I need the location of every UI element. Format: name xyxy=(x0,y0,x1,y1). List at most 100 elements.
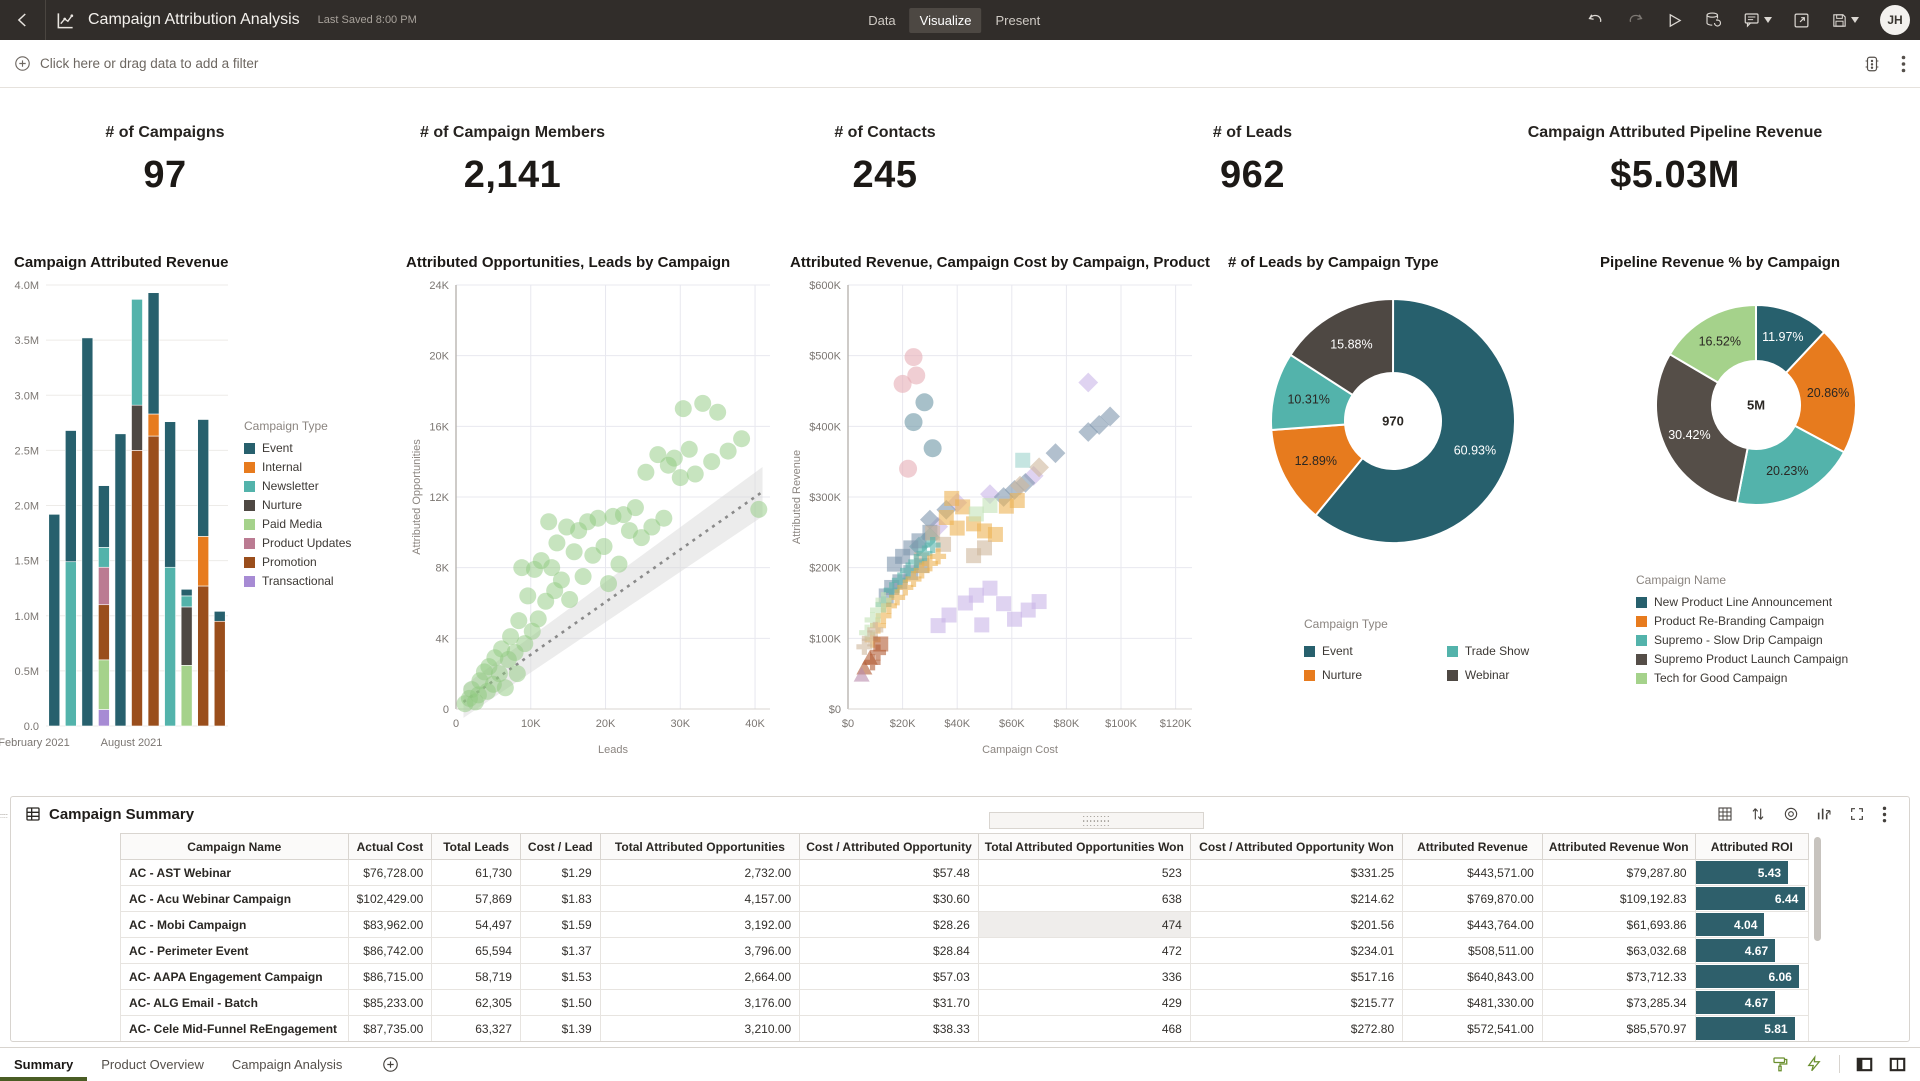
table-cell[interactable]: $83,962.00 xyxy=(348,912,432,938)
table-cell[interactable]: 65,594 xyxy=(432,938,521,964)
spark-icon[interactable] xyxy=(1805,1055,1823,1073)
table-cell[interactable]: $85,233.00 xyxy=(348,990,432,1016)
column-header[interactable]: Actual Cost xyxy=(348,834,432,860)
table-cell[interactable]: $443,764.00 xyxy=(1403,912,1543,938)
table-cell[interactable]: $1.29 xyxy=(520,860,600,886)
filter-bar[interactable]: Click here or drag data to add a filter xyxy=(0,40,1920,88)
panel-split-icon[interactable] xyxy=(1889,1057,1906,1072)
table-cell[interactable]: 429 xyxy=(978,990,1190,1016)
table-cell[interactable]: 523 xyxy=(978,860,1190,886)
grid-icon[interactable] xyxy=(1717,806,1733,822)
table-cell[interactable]: 468 xyxy=(978,1016,1190,1042)
table-cell[interactable]: 6.06 xyxy=(1695,964,1808,990)
table-cell[interactable]: $1.39 xyxy=(520,1016,600,1042)
panel-left-icon[interactable] xyxy=(1856,1057,1873,1072)
legend-item[interactable]: Supremo - Slow Drip Campaign xyxy=(1636,633,1920,647)
table-cell[interactable]: 54,497 xyxy=(432,912,521,938)
table-cell[interactable]: $30.60 xyxy=(800,886,979,912)
table-cell[interactable]: $272.80 xyxy=(1190,1016,1402,1042)
table-cell[interactable]: $57.48 xyxy=(800,860,979,886)
table-cell[interactable]: $87,735.00 xyxy=(348,1016,432,1042)
table-cell[interactable]: 5.81 xyxy=(1695,1016,1808,1042)
legend-item[interactable]: Event xyxy=(1304,644,1425,658)
comment-icon[interactable] xyxy=(1743,11,1772,29)
table-cell[interactable]: $572,541.00 xyxy=(1403,1016,1543,1042)
pipeline-donut-chart[interactable]: 11.97%20.86%20.23%30.42%16.52%5M xyxy=(1596,285,1916,547)
table-cell[interactable]: 63,327 xyxy=(432,1016,521,1042)
open-in-new-icon[interactable] xyxy=(1793,12,1810,29)
table-cell[interactable]: 57,869 xyxy=(432,886,521,912)
column-drag-handle[interactable]: :::::::::::::::: xyxy=(989,812,1204,829)
table-cell[interactable]: 3,192.00 xyxy=(600,912,800,938)
table-cell[interactable]: $215.77 xyxy=(1190,990,1402,1016)
legend-item[interactable]: Supremo Product Launch Campaign xyxy=(1636,652,1920,666)
table-cell[interactable]: $234.01 xyxy=(1190,938,1402,964)
column-header[interactable]: Attributed Revenue Won xyxy=(1542,834,1695,860)
table-row[interactable]: AC- Cele Mid-Funnel ReEngagement$87,735.… xyxy=(121,1016,1809,1042)
table-cell[interactable]: AC - AST Webinar xyxy=(121,860,349,886)
table-cell[interactable]: 2,732.00 xyxy=(600,860,800,886)
table-cell[interactable]: $443,571.00 xyxy=(1403,860,1543,886)
table-cell[interactable]: 3,210.00 xyxy=(600,1016,800,1042)
legend-item[interactable]: Promotion xyxy=(244,555,351,569)
table-cell[interactable]: 5.43 xyxy=(1695,860,1808,886)
table-cell[interactable]: $61,693.86 xyxy=(1542,912,1695,938)
filter-options-icon[interactable] xyxy=(1863,55,1881,73)
table-cell[interactable]: $214.62 xyxy=(1190,886,1402,912)
table-cell[interactable]: $517.16 xyxy=(1190,964,1402,990)
table-cell[interactable]: $1.50 xyxy=(520,990,600,1016)
table-cell[interactable]: $76,728.00 xyxy=(348,860,432,886)
table-cell[interactable]: $85,570.97 xyxy=(1542,1016,1695,1042)
data-refresh-icon[interactable] xyxy=(1704,11,1722,29)
table-cell[interactable]: 336 xyxy=(978,964,1190,990)
table-cell[interactable]: AC - Acu Webinar Campaign xyxy=(121,886,349,912)
table-cell[interactable]: $63,032.68 xyxy=(1542,938,1695,964)
column-header[interactable]: Total Leads xyxy=(432,834,521,860)
canvas-tab-campaign-analysis[interactable]: Campaign Analysis xyxy=(218,1048,357,1081)
table-cell[interactable]: $331.25 xyxy=(1190,860,1402,886)
table-cell[interactable]: 6.44 xyxy=(1695,886,1808,912)
back-button[interactable] xyxy=(0,0,46,40)
revenue-scatter-chart[interactable]: $0$20K$40K$60K$80K$100K$120K$0$100K$200K… xyxy=(784,271,1208,776)
column-header[interactable]: Total Attributed Opportunities xyxy=(600,834,800,860)
maximize-icon[interactable] xyxy=(1849,806,1865,822)
table-cell[interactable]: $102,429.00 xyxy=(348,886,432,912)
table-cell[interactable]: $109,192.83 xyxy=(1542,886,1695,912)
legend-item[interactable]: Paid Media xyxy=(244,517,351,531)
legend-item[interactable]: Event xyxy=(244,441,351,455)
table-cell[interactable]: $73,285.34 xyxy=(1542,990,1695,1016)
bar-chart[interactable]: 0.00.5M1.0M1.5M2.0M2.5M3.0M3.5M4.0MFebru… xyxy=(0,271,244,771)
canvas-tab-summary[interactable]: Summary xyxy=(0,1048,87,1081)
table-cell[interactable]: $31.70 xyxy=(800,990,979,1016)
table-cell[interactable]: $1.37 xyxy=(520,938,600,964)
save-icon[interactable] xyxy=(1831,12,1859,29)
legend-item[interactable]: Tech for Good Campaign xyxy=(1636,671,1920,685)
mode-tab-data[interactable]: Data xyxy=(858,8,905,33)
legend-item[interactable]: Product Updates xyxy=(244,536,351,550)
legend-item[interactable]: Transactional xyxy=(244,574,351,588)
table-cell[interactable]: $1.83 xyxy=(520,886,600,912)
table-cell[interactable]: AC - Perimeter Event xyxy=(121,938,349,964)
play-icon[interactable] xyxy=(1666,12,1683,29)
table-cell[interactable]: 58,719 xyxy=(432,964,521,990)
kebab-menu-icon[interactable] xyxy=(1901,55,1906,73)
canvas-scroll-handle[interactable]: :::::::::::: xyxy=(0,812,8,838)
add-canvas-button[interactable] xyxy=(382,1056,399,1073)
target-icon[interactable] xyxy=(1783,806,1799,822)
table-cell[interactable]: 474 xyxy=(978,912,1190,938)
table-cell[interactable]: $28.26 xyxy=(800,912,979,938)
undo-icon[interactable] xyxy=(1586,11,1605,29)
canvas-tab-product-overview[interactable]: Product Overview xyxy=(87,1048,218,1081)
legend-item[interactable]: New Product Line Announcement xyxy=(1636,595,1920,609)
table-scrollbar[interactable] xyxy=(1814,837,1821,941)
table-cell[interactable]: $1.59 xyxy=(520,912,600,938)
table-cell[interactable]: 2,664.00 xyxy=(600,964,800,990)
